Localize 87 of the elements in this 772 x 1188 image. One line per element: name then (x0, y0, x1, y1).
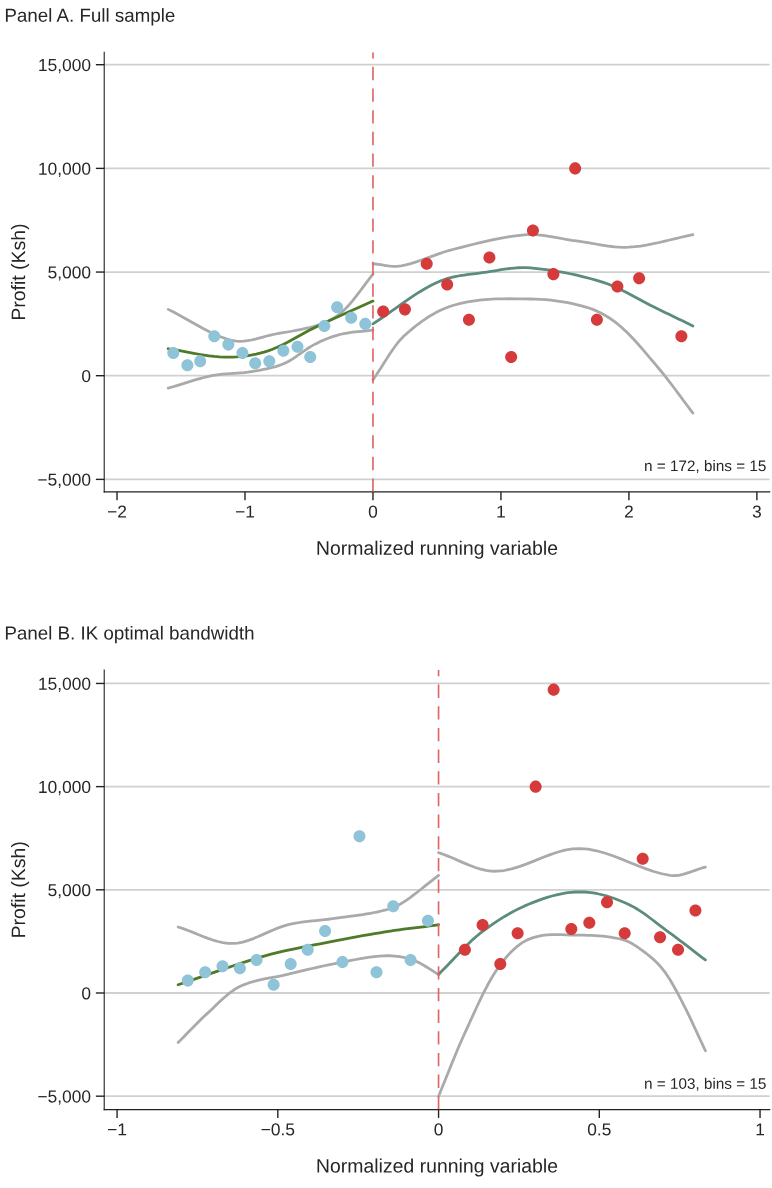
point (590, 313, 603, 326)
point (199, 966, 212, 979)
y-tick-label: −5,000 (38, 1090, 91, 1105)
point (208, 330, 221, 343)
x-tick-label: −2 (107, 505, 127, 518)
point (611, 280, 624, 293)
point (420, 257, 433, 270)
y-tick-label: −5,000 (38, 473, 91, 488)
point (277, 344, 290, 357)
point (194, 355, 207, 368)
point (377, 305, 390, 318)
point (249, 357, 262, 370)
y-tick-label: 0 (82, 987, 91, 1000)
x-tick-label: 0 (434, 1123, 443, 1136)
x-tick-label: 2 (624, 505, 633, 518)
point (319, 925, 332, 938)
y-tick-label: 10,000 (39, 162, 91, 177)
point (476, 918, 489, 931)
x-axis-title: Normalized running variable (317, 540, 558, 559)
point (494, 958, 507, 971)
x-tick-label: 1 (756, 1123, 765, 1136)
x-axis-title: Normalized running variable (317, 1158, 558, 1177)
y-tick-label: 5,000 (48, 883, 91, 899)
y-tick-label: 0 (82, 369, 91, 383)
x-tick-label: 1 (497, 505, 505, 518)
point (336, 956, 349, 969)
point (181, 974, 194, 987)
point (291, 340, 304, 353)
y-tick-label: 15,000 (39, 58, 91, 74)
point (511, 927, 524, 940)
point (636, 852, 649, 865)
point (654, 931, 667, 944)
point (167, 346, 180, 359)
point (263, 355, 276, 368)
point (618, 927, 631, 940)
x-tick-label: −1 (235, 505, 255, 518)
point (547, 683, 560, 696)
point (267, 978, 280, 991)
point (236, 346, 249, 359)
x-tick-label: −0.5 (261, 1123, 295, 1136)
x-tick-label: 0 (368, 505, 378, 518)
point (526, 224, 539, 237)
point (421, 914, 434, 927)
point (458, 943, 471, 956)
point (301, 943, 314, 956)
point (672, 943, 685, 956)
annotation: n = 172, bins = 15 (645, 460, 766, 474)
point (345, 311, 358, 324)
x-tick-label: −1 (108, 1123, 127, 1136)
point (359, 317, 372, 330)
point (601, 896, 614, 909)
point (483, 251, 496, 264)
point (216, 960, 229, 973)
y-tick-label: 5,000 (48, 266, 91, 281)
point (353, 830, 366, 843)
y-tick-label: 10,000 (39, 780, 91, 796)
point (387, 900, 400, 913)
chart-title: Panel B. IK optimal bandwidth (5, 625, 254, 644)
point (181, 359, 194, 372)
point (441, 278, 454, 291)
point (250, 953, 263, 966)
point (689, 904, 702, 917)
point (318, 319, 331, 332)
y-axis-title: Profit (Ksh) (10, 842, 30, 937)
point (284, 958, 297, 971)
point (462, 313, 475, 326)
point (222, 338, 235, 351)
point (331, 301, 344, 314)
x-tick-label: 3 (752, 505, 761, 518)
chart-title: Panel A. Full sample (5, 8, 175, 26)
y-tick-label: 15,000 (39, 677, 91, 692)
point (565, 923, 578, 936)
point (675, 330, 688, 343)
point (398, 303, 411, 316)
point (505, 351, 518, 364)
point (529, 780, 542, 793)
annotation: n = 103, bins = 15 (645, 1077, 766, 1091)
point (633, 272, 646, 285)
point (547, 268, 560, 281)
point (233, 962, 246, 975)
point (304, 351, 317, 364)
point (583, 916, 596, 929)
x-tick-label: 0.5 (587, 1123, 611, 1136)
point (370, 966, 383, 979)
point (404, 953, 417, 966)
y-axis-title: Profit (Ksh) (10, 224, 30, 320)
point (569, 162, 582, 175)
